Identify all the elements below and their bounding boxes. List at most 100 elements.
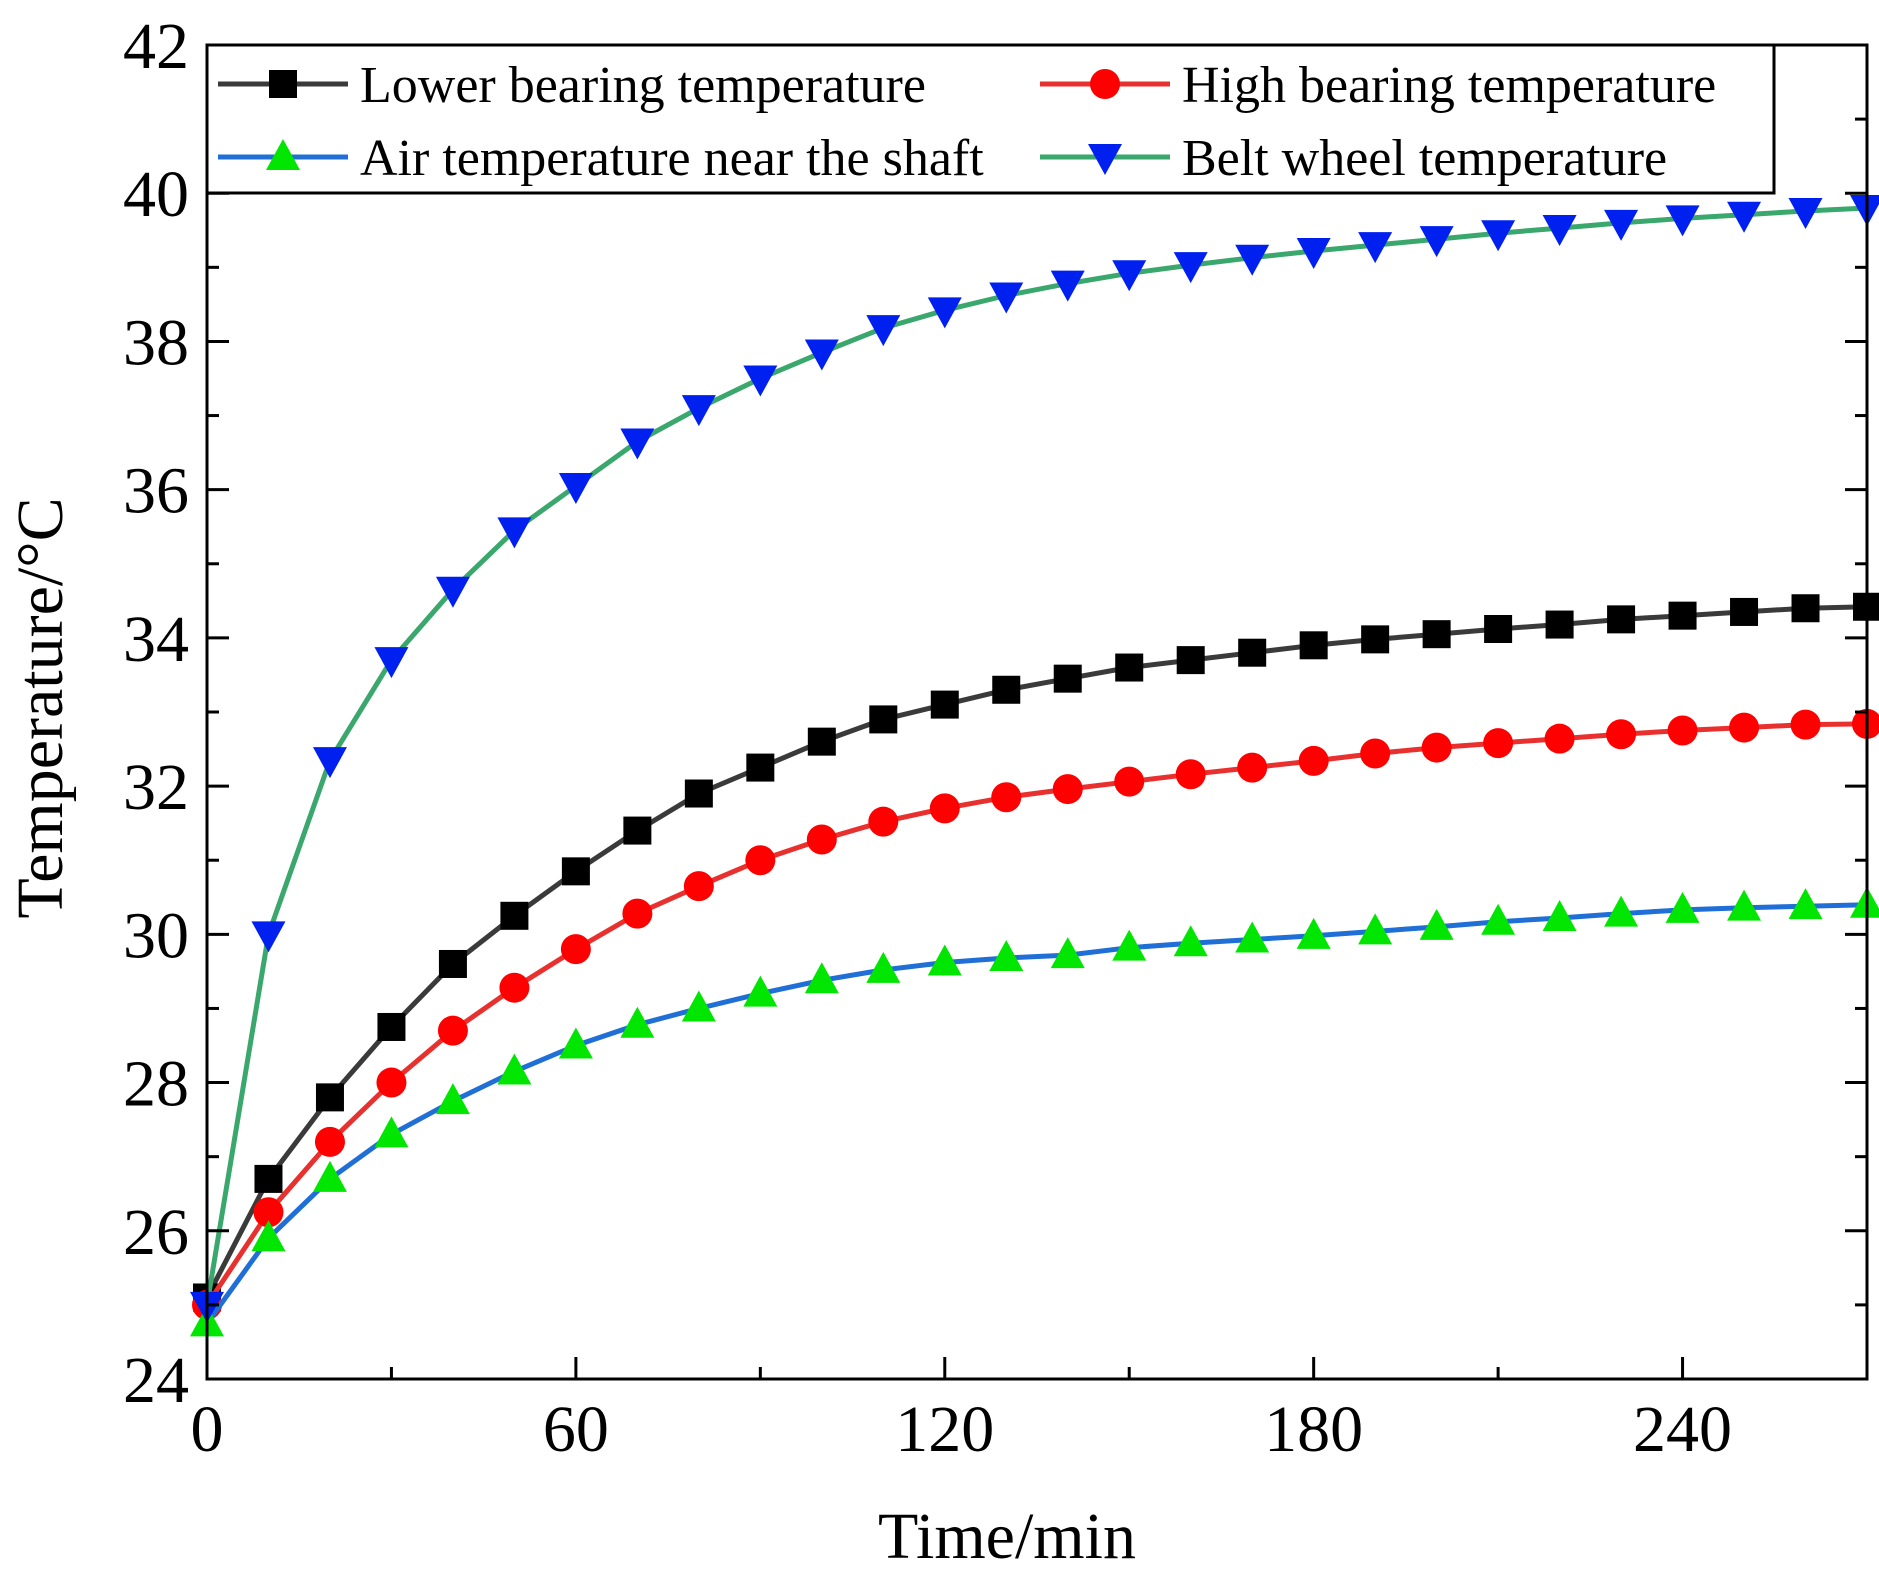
series-line: [204, 604, 1868, 1299]
data-point: [991, 782, 1022, 813]
data-point: [1050, 270, 1085, 302]
data-point: [1665, 205, 1700, 237]
data-point: [437, 1015, 468, 1046]
y-tick-label: 42: [123, 10, 189, 83]
data-point: [1173, 925, 1208, 957]
legend: Lower bearing temperature High bearing te…: [205, 43, 1776, 195]
y-tick-label: 32: [123, 751, 189, 824]
data-point: [374, 1116, 409, 1148]
data-point: [1604, 209, 1639, 241]
data-point: [377, 1012, 406, 1041]
legend-item-3: Air temperature near the shaft: [218, 130, 984, 187]
data-point: [1544, 723, 1575, 754]
legend-item-1: Lower bearing temperature: [218, 57, 926, 114]
data-point: [807, 727, 836, 756]
series-layer: [190, 195, 1879, 1337]
data-point: [866, 951, 901, 983]
series-line: [204, 205, 1868, 1306]
data-point: [684, 779, 713, 808]
data-point: [1790, 709, 1821, 740]
data-point: [1850, 195, 1879, 227]
data-point: [623, 816, 652, 845]
data-point: [620, 1006, 655, 1038]
data-point: [1237, 752, 1268, 783]
data-point: [312, 747, 347, 779]
data-point: [1238, 638, 1267, 667]
data-point: [620, 428, 655, 460]
data-point: [1542, 215, 1577, 247]
legend-marker: [1088, 144, 1122, 175]
data-point: [1668, 601, 1697, 630]
data-point: [1730, 597, 1759, 626]
legend-marker: [266, 139, 300, 170]
data-point: [1299, 631, 1328, 660]
data-point: [1481, 220, 1516, 252]
data-point: [315, 1083, 344, 1112]
data-point: [558, 472, 593, 504]
data-point: [1112, 929, 1147, 961]
data-point: [1176, 646, 1205, 675]
data-point: [1173, 252, 1208, 284]
data-point: [681, 990, 716, 1022]
axes-layer: 24 26 28 30 32 34 36 38 40 42 0 60 120 180 240: [123, 10, 1869, 1466]
data-point: [927, 944, 962, 976]
y-tick-label: 28: [123, 1048, 189, 1121]
legend-marker: [269, 70, 297, 98]
series-line: [204, 902, 1868, 1325]
legend-label: Belt wheel temperature: [1182, 130, 1667, 187]
data-point: [1419, 226, 1454, 258]
data-point: [1358, 232, 1393, 264]
data-point: [1788, 888, 1823, 920]
x-tick-label: 240: [1633, 1393, 1732, 1466]
data-point: [558, 1027, 593, 1059]
legend-label: Lower bearing temperature: [360, 57, 926, 114]
data-point: [622, 898, 653, 929]
data-point: [435, 576, 470, 608]
data-point: [251, 1220, 286, 1252]
data-point: [989, 282, 1024, 314]
data-point: [435, 1083, 470, 1115]
data-point: [1727, 201, 1762, 233]
data-point: [499, 972, 530, 1003]
data-point: [1361, 625, 1390, 654]
y-tick-label: 24: [123, 1344, 189, 1417]
x-tick-label: 120: [895, 1393, 994, 1466]
data-point: [1422, 620, 1451, 649]
data-point: [1604, 895, 1639, 927]
data-point: [1235, 244, 1270, 276]
data-point: [1296, 917, 1331, 949]
data-point: [1175, 759, 1206, 790]
data-point: [1296, 238, 1331, 270]
data-point: [989, 940, 1024, 972]
data-point: [868, 806, 899, 837]
data-point: [1850, 886, 1879, 918]
series-line: [204, 721, 1868, 1307]
x-tick-label: 0: [191, 1393, 224, 1466]
data-point: [927, 297, 962, 329]
data-point: [438, 949, 467, 978]
data-point: [1542, 900, 1577, 932]
data-point: [743, 365, 778, 397]
data-point: [746, 753, 775, 782]
data-point: [1115, 653, 1144, 682]
series-2: [192, 708, 1879, 1320]
y-axis-label: Temperature/°C: [4, 497, 77, 918]
data-point: [1053, 664, 1082, 693]
legend-item-4: Belt wheel temperature: [1040, 130, 1667, 187]
data-point: [1235, 921, 1270, 953]
data-point: [681, 395, 716, 427]
data-point: [253, 1197, 284, 1228]
data-point: [1607, 605, 1636, 634]
y-tick-label: 26: [123, 1196, 189, 1269]
data-point: [1419, 908, 1454, 940]
data-point: [1665, 891, 1700, 923]
data-point: [254, 1164, 283, 1193]
series-3: [190, 886, 1879, 1337]
data-point: [804, 962, 839, 994]
legend-label: Air temperature near the shaft: [360, 130, 984, 187]
data-point: [1112, 260, 1147, 292]
data-point: [312, 1160, 347, 1192]
data-point: [1484, 614, 1513, 643]
data-point: [1114, 766, 1145, 797]
